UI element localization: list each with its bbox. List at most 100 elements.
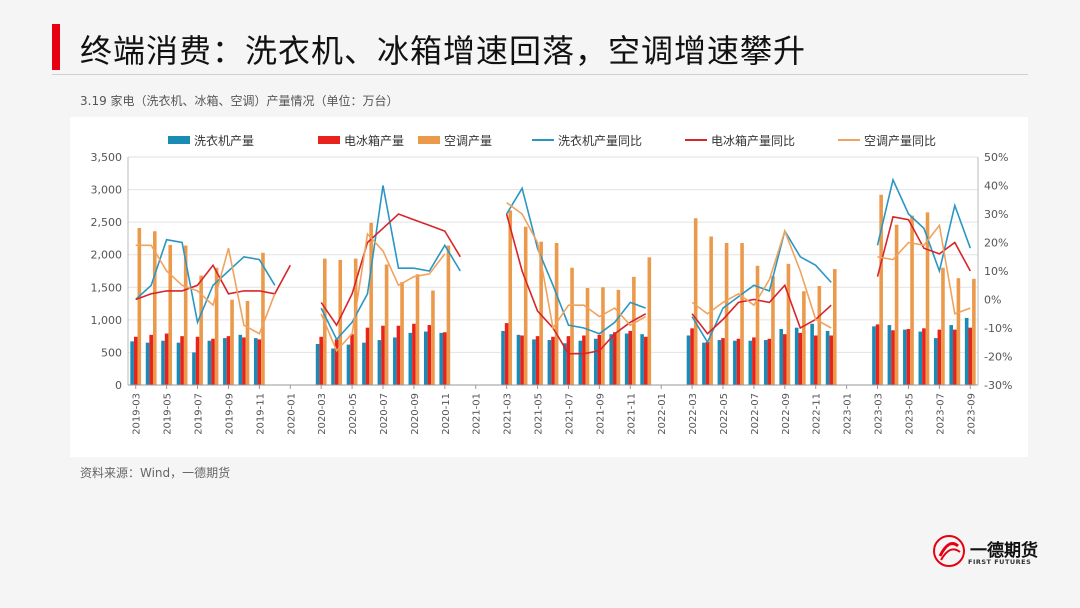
bar (535, 336, 540, 385)
company-logo: 一德期货 FIRST FUTURES (932, 534, 1042, 570)
x-tick-label: 2019-05 (163, 393, 174, 435)
bar (585, 287, 590, 385)
bar (415, 274, 420, 385)
page-title: 终端消费：洗衣机、冰箱增速回落，空调增速攀升 (80, 32, 807, 70)
bar (152, 231, 157, 385)
y-right-tick-label: 50% (984, 151, 1008, 164)
bar (736, 338, 741, 385)
bar (180, 336, 184, 385)
bar (168, 244, 173, 385)
x-tick-label: 2022-05 (719, 393, 730, 435)
y-left-tick-label: 2,500 (91, 216, 123, 229)
x-tick-label: 2020-11 (441, 393, 452, 435)
bar (443, 332, 447, 385)
bar (516, 334, 521, 385)
x-tick-label: 2023-03 (874, 393, 885, 435)
x-tick-label: 2022-11 (812, 393, 823, 435)
bar (953, 329, 957, 385)
bar (384, 264, 389, 385)
bar (640, 334, 644, 385)
bar (381, 325, 385, 385)
x-tick-label: 2020-07 (379, 393, 390, 435)
bar (910, 215, 914, 385)
x-tick-label: 2019-09 (224, 393, 235, 435)
bar (613, 332, 617, 385)
y-left-tick-label: 3,000 (91, 184, 123, 197)
y-left-tick-label: 500 (101, 346, 122, 359)
title-divider (52, 74, 1028, 75)
bar (566, 336, 571, 385)
y-right-tick-label: 40% (984, 180, 1008, 193)
x-tick-label: 2020-05 (348, 393, 359, 435)
bar (431, 290, 435, 385)
bar (161, 340, 165, 385)
bar (616, 289, 621, 385)
bar (783, 334, 787, 385)
bar (164, 333, 169, 385)
bar (350, 334, 354, 385)
x-tick-label: 2023-05 (904, 393, 915, 435)
bar (365, 327, 370, 385)
series-line (135, 213, 972, 355)
bar (829, 335, 833, 385)
x-tick-label: 2023-01 (843, 393, 854, 435)
bar (195, 336, 200, 385)
y-right-tick-label: 20% (984, 237, 1008, 250)
bar (554, 242, 559, 385)
bar (686, 335, 691, 385)
bar (315, 343, 320, 385)
bar (261, 252, 265, 385)
y-right-tick-label: -10% (984, 322, 1012, 335)
bar (705, 342, 710, 385)
bar (520, 335, 524, 385)
bar (192, 352, 196, 385)
bar (547, 340, 552, 385)
bar (501, 330, 505, 385)
bar (609, 334, 614, 385)
bar (504, 323, 509, 385)
bar (423, 331, 428, 385)
y-left-tick-label: 0 (115, 379, 122, 392)
bar-layer (130, 194, 976, 385)
bar (887, 325, 892, 385)
legend-swatch (418, 136, 440, 144)
x-tick-label: 2020-01 (286, 393, 297, 435)
bar (972, 278, 976, 385)
y-left-tick-label: 3,500 (91, 151, 123, 164)
bar (802, 291, 806, 385)
y-left-tick-label: 1,000 (91, 314, 123, 327)
bar (593, 338, 598, 385)
y-left-tick-label: 2,000 (91, 249, 123, 262)
bar (733, 340, 737, 385)
bar (798, 332, 803, 385)
production-chart: 0 500 1,000 1,500 2,000 2,500 3,000 3,500 -30% -2… (91, 133, 1013, 435)
x-tick-label: 2019-11 (255, 393, 266, 435)
bar (176, 342, 181, 385)
bar (346, 344, 351, 385)
bar (875, 324, 880, 385)
series-line (135, 201, 971, 353)
y-right-tick-label: 0% (984, 294, 1001, 307)
bar (597, 334, 602, 385)
series-line (135, 177, 972, 345)
bar (145, 342, 150, 385)
grid-layer (128, 156, 978, 386)
bar (786, 263, 791, 385)
x-tick-label: 2021-01 (472, 393, 483, 435)
bar (925, 212, 930, 385)
bar (446, 245, 451, 385)
bar (199, 275, 203, 385)
bar (223, 338, 227, 385)
bar (130, 341, 134, 385)
bar (245, 300, 250, 385)
bar (369, 222, 373, 385)
line-layer (135, 177, 972, 355)
bar (137, 228, 142, 385)
bar (319, 336, 323, 385)
bar (334, 339, 339, 385)
bar (763, 340, 768, 385)
legend: 洗衣机产量 电冰箱产量 空调产量 洗衣机产量同比 电冰箱产量同比 空调产量同比 (168, 133, 936, 148)
data-source: 资料来源：Wind，一德期货 (80, 466, 231, 480)
bar (894, 224, 899, 385)
bar (918, 331, 923, 385)
